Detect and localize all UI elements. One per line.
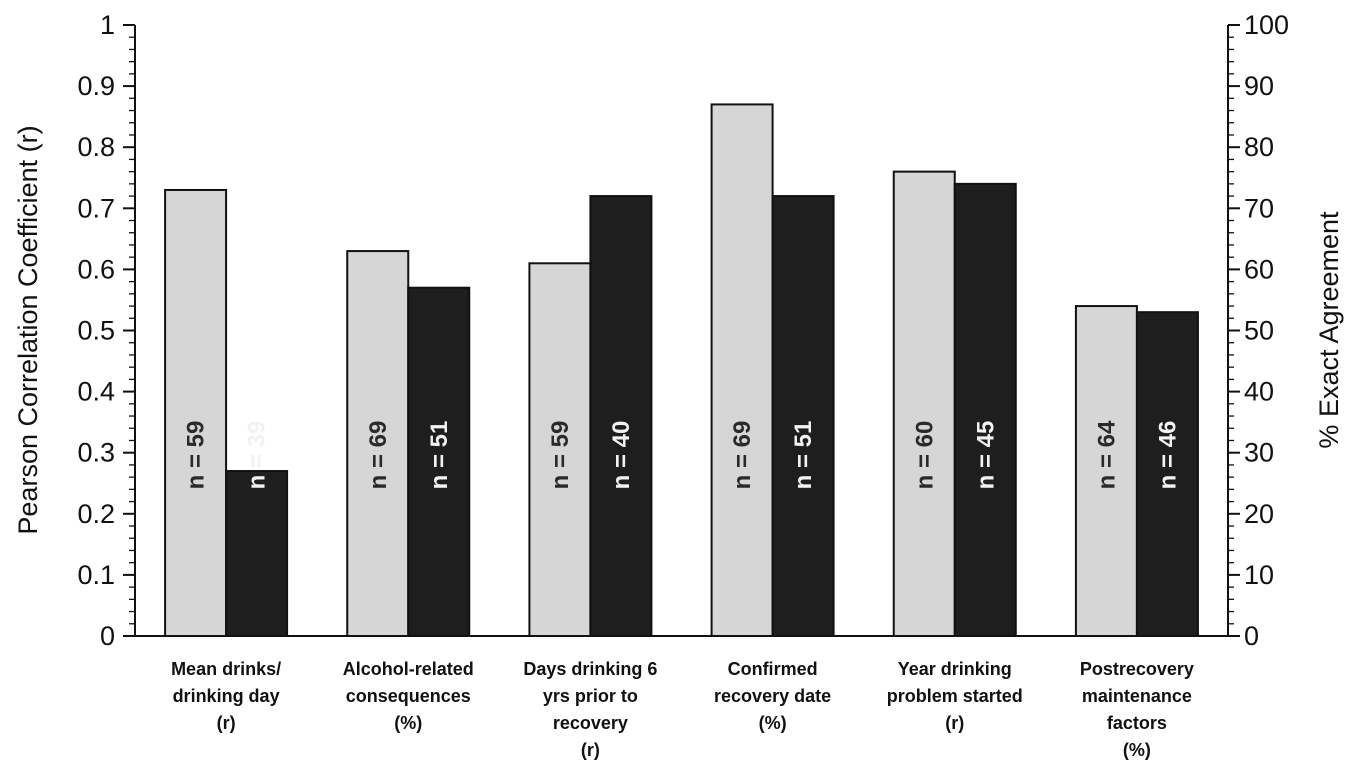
bar-series2 — [589, 195, 653, 638]
bar-series2 — [225, 470, 289, 637]
right-tick-label: 100 — [1244, 10, 1289, 40]
right-tick-label: 80 — [1244, 132, 1274, 162]
bar-n-label: n = 59 — [183, 421, 210, 490]
bar-n-label: n = 39 — [244, 421, 271, 490]
category-label: drinking day — [173, 686, 280, 706]
category-label: (r) — [945, 713, 964, 733]
right-axis-title: % Exact Agreement — [1314, 211, 1344, 449]
category-label: problem started — [887, 686, 1023, 706]
bar-n-label: n = 64 — [1093, 420, 1120, 489]
bar-series2 — [407, 286, 471, 637]
right-tick-label: 60 — [1244, 254, 1274, 284]
category-label: maintenance — [1082, 686, 1192, 706]
bar-series2 — [1135, 311, 1199, 637]
category-label: Days drinking 6 — [523, 659, 657, 679]
bar-n-label: n = 69 — [365, 421, 392, 490]
bar-n-label: n = 46 — [1154, 421, 1181, 490]
category-label: factors — [1107, 713, 1167, 733]
bar-n-label: n = 69 — [729, 421, 756, 490]
category-label: Postrecovery — [1080, 659, 1194, 679]
category-label: (%) — [394, 713, 422, 733]
category-label: recovery date — [714, 686, 831, 706]
bar-series1 — [892, 170, 956, 637]
right-tick-label: 50 — [1244, 316, 1274, 346]
right-tick-label: 70 — [1244, 193, 1274, 223]
category-label: Alcohol-related — [343, 659, 474, 679]
bar-series1 — [710, 103, 774, 638]
category-label: Year drinking — [898, 659, 1012, 679]
category-label: Confirmed — [728, 659, 818, 679]
bar-series1 — [1074, 305, 1138, 637]
left-tick-label: 0.8 — [77, 132, 115, 162]
left-tick-label: 0 — [100, 621, 115, 651]
left-axis-title: Pearson Correlation Coefficient (r) — [13, 125, 43, 534]
bar-n-label: n = 40 — [608, 421, 635, 490]
bar-series1 — [164, 188, 228, 637]
category-label: (r) — [217, 713, 236, 733]
right-tick-label: 30 — [1244, 438, 1274, 468]
bar-series2 — [771, 195, 835, 638]
bar-n-label: n = 59 — [547, 421, 574, 490]
right-tick-label: 10 — [1244, 560, 1274, 590]
bar-n-label: n = 51 — [790, 421, 817, 490]
right-tick-label: 0 — [1244, 621, 1259, 651]
bar-n-label: n = 45 — [972, 421, 999, 490]
bar-n-label: n = 60 — [911, 421, 938, 490]
category-label: (%) — [1123, 740, 1151, 760]
left-tick-label: 0.1 — [77, 560, 115, 590]
left-tick-label: 0.2 — [77, 499, 115, 529]
left-tick-label: 0.6 — [77, 254, 115, 284]
right-tick-label: 20 — [1244, 499, 1274, 529]
left-tick-label: 1 — [100, 10, 115, 40]
left-tick-label: 0.4 — [77, 377, 115, 407]
category-label: (r) — [581, 740, 600, 760]
left-tick-label: 0.7 — [77, 193, 115, 223]
category-label: (%) — [759, 713, 787, 733]
bar-series2 — [953, 182, 1017, 638]
right-tick-label: 90 — [1244, 71, 1274, 101]
category-label: yrs prior to — [543, 686, 638, 706]
bar-n-label: n = 51 — [426, 421, 453, 490]
bar-series1 — [528, 262, 592, 637]
left-tick-label: 0.3 — [77, 438, 115, 468]
left-tick-label: 0.5 — [77, 316, 115, 346]
category-label: recovery — [553, 713, 628, 733]
left-tick-label: 0.9 — [77, 71, 115, 101]
category-label: Mean drinks/ — [171, 659, 281, 679]
right-tick-label: 40 — [1244, 377, 1274, 407]
category-label: consequences — [346, 686, 471, 706]
